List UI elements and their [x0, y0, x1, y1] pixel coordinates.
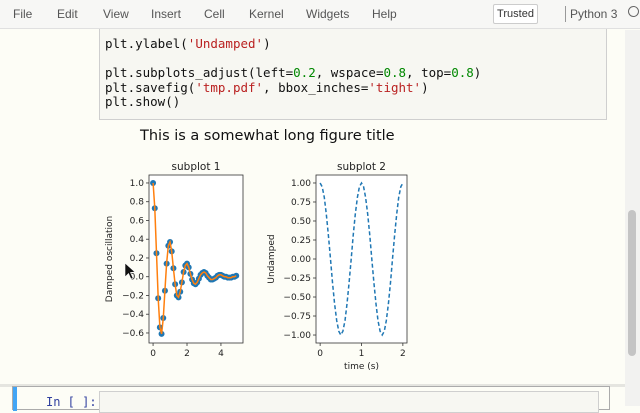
code-token: , top=	[406, 65, 452, 80]
y-tick-label: 0.4	[130, 235, 145, 245]
y-axis-label: Undamped	[267, 234, 277, 283]
mouse-cursor-icon	[124, 262, 136, 280]
code-token: )	[263, 36, 271, 51]
code-token: 0.8	[451, 65, 474, 80]
y-tick-label: 0.8	[130, 198, 145, 208]
code-token: 'tmp.pdf'	[195, 79, 264, 95]
code-token: , wspace=	[315, 65, 384, 80]
input-prompt: In [ ]:	[46, 395, 97, 409]
y-tick-label: −0.6	[122, 329, 144, 339]
y-tick-label: 0.2	[130, 254, 144, 264]
subplot-title: subplot 1	[172, 161, 221, 173]
scrollbar-thumb[interactable]	[628, 210, 636, 356]
x-tick-label: 1	[359, 349, 365, 359]
x-tick-label: 0	[317, 349, 323, 359]
y-tick-label: 1.0	[130, 179, 145, 189]
menu-help[interactable]: Help	[372, 7, 397, 21]
divider	[565, 6, 566, 22]
code-token: , bbox_inches=	[263, 79, 369, 95]
subplot-title: subplot 2	[337, 161, 386, 173]
y-tick-label: 1.00	[291, 179, 311, 189]
y-tick-label: 0.00	[291, 255, 311, 265]
y-tick-label: −0.75	[283, 312, 311, 322]
x-tick-label: 4	[218, 349, 224, 359]
code-token: plt.ylabel(	[105, 36, 188, 51]
code-token: )	[421, 79, 429, 95]
code-token: )	[473, 65, 482, 80]
y-tick-label: 0.75	[291, 198, 311, 208]
figure-title: This is a somewhat long figure title	[140, 128, 395, 144]
data-point	[150, 179, 157, 186]
y-tick-label: −0.50	[283, 293, 311, 303]
menu-file[interactable]: File	[13, 7, 33, 21]
menu-cell[interactable]: Cell	[204, 7, 225, 21]
code-token: plt.savefig(	[105, 79, 196, 95]
data-point	[233, 272, 240, 279]
selected-cell-indicator	[13, 387, 17, 411]
code-token: 'tight'	[368, 79, 422, 95]
axes-frame	[315, 174, 408, 344]
y-tick-label: −0.4	[122, 310, 144, 320]
code-token: plt.show()	[105, 94, 181, 109]
menu-kernel[interactable]: Kernel	[249, 7, 284, 21]
y-tick-label: 0.0	[130, 273, 145, 283]
figure: 0 2 4 1.0 0.8 0.6 0.4 0.2 0.0 −0.2 −0.4 −0.6 subplot…	[105, 161, 408, 372]
menu-insert[interactable]: Insert	[151, 7, 182, 21]
y-tick-label: 0.6	[130, 216, 145, 226]
y-tick-label: 0.25	[291, 236, 311, 246]
code-token: 0.8	[383, 65, 407, 80]
menu-view[interactable]: View	[103, 7, 129, 21]
series-line	[319, 181, 404, 337]
trusted-button[interactable]: Trusted	[493, 4, 538, 24]
menu-widgets[interactable]: Widgets	[306, 7, 350, 21]
code-token: plt.subplots_adjust(left=	[105, 65, 294, 80]
axes-frame	[148, 174, 244, 344]
menubar: File Edit View Insert Cell Kernel Widgets Help …	[0, 0, 640, 29]
code-line: plt.show()	[105, 94, 180, 109]
x-tick-label: 2	[400, 349, 406, 359]
y-tick-label: −0.2	[122, 291, 144, 301]
x-tick-label: 2	[184, 349, 190, 359]
code-line: plt.subplots_adjust(left=0.2, wspace=0.8…	[105, 65, 481, 80]
code-line: plt.ylabel('Undamped')	[105, 36, 271, 51]
y-tick-label: 0.50	[291, 217, 311, 227]
subplot-1: 0 2 4 1.0 0.8 0.6 0.4 0.2 0.0 −0.2 −0.4 −0.6 subplot…	[105, 161, 244, 359]
y-tick-label: −1.00	[283, 331, 311, 341]
kernel-status-icon	[628, 6, 639, 17]
code-input[interactable]	[99, 391, 599, 413]
code-token: 'Undamped'	[187, 36, 264, 51]
y-tick-label: −0.25	[283, 274, 311, 284]
subplot-2: 0 1 2 1.00 0.75 0.50 0.25 0.00 −0.25 −0.50 −0.75 −1…	[267, 161, 408, 372]
kernel-name[interactable]: Python 3	[570, 7, 618, 21]
code-line: plt.savefig('tmp.pdf', bbox_inches='tigh…	[105, 80, 429, 95]
menu-edit[interactable]: Edit	[57, 7, 78, 21]
scrollbar[interactable]	[625, 30, 640, 406]
series-line	[152, 182, 237, 335]
code-cell[interactable]: plt.ylabel('Undamped') plt.subplots_adjus…	[99, 29, 607, 120]
cell-separator	[0, 384, 625, 387]
x-axis-label: time (s)	[344, 362, 379, 372]
y-axis-label: Damped oscillation	[105, 216, 115, 302]
code-token: 0.2	[293, 65, 316, 80]
x-tick-label: 0	[150, 349, 156, 359]
empty-code-cell[interactable]: In [ ]:	[12, 386, 610, 413]
